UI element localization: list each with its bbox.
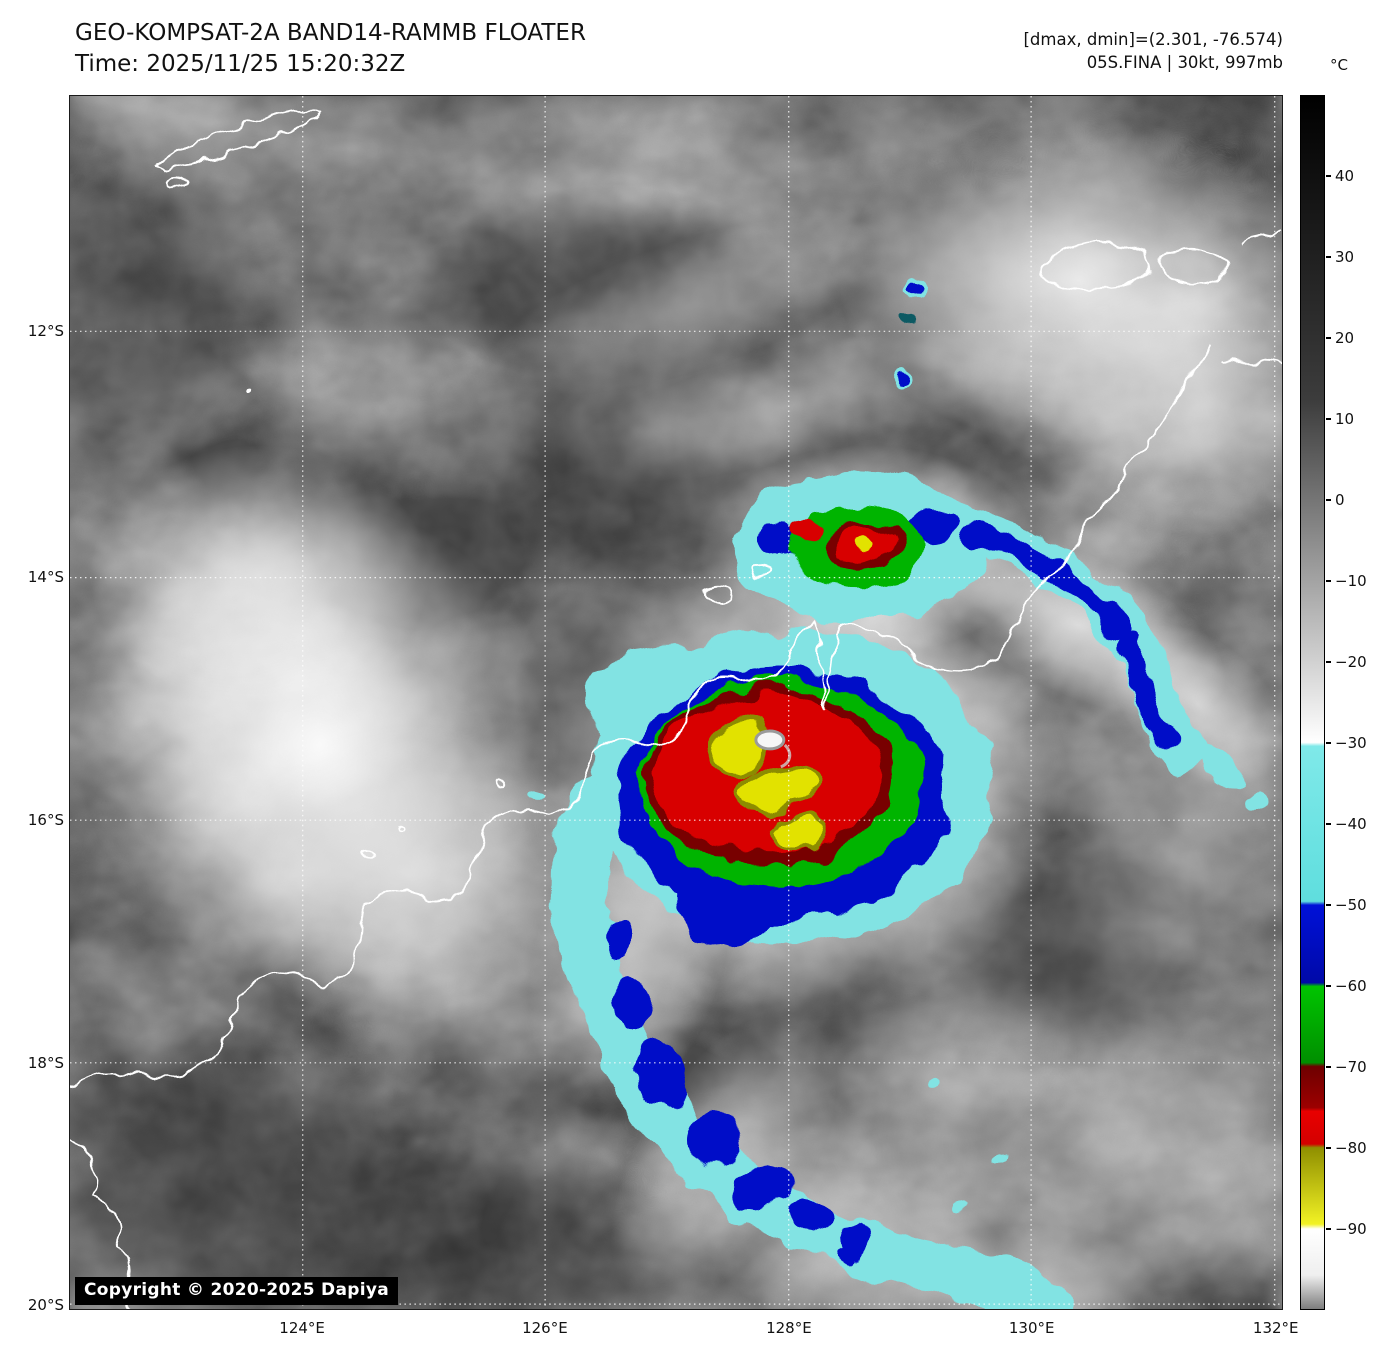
map-area: Copyright © 2020-2025 Dapiya xyxy=(69,95,1283,1310)
product-timestamp: Time: 2025/11/25 15:20:32Z xyxy=(75,51,406,77)
colorbar-tick-label: −10 xyxy=(1335,572,1367,590)
header-readouts: [dmax, dmin]=(2.301, -76.574) 05S.FINA |… xyxy=(1024,28,1284,74)
colorbar-tick-mark xyxy=(1326,742,1331,744)
dmax-dmin-readout: [dmax, dmin]=(2.301, -76.574) xyxy=(1023,30,1284,49)
colorbar-tick-label: −20 xyxy=(1335,653,1367,671)
ir-enhancement-overlay xyxy=(522,471,1269,1309)
colorbar-tick-mark xyxy=(1326,823,1331,825)
copyright-badge: Copyright © 2020-2025 Dapiya xyxy=(75,1277,398,1305)
colorbar-tick-mark xyxy=(1326,337,1331,339)
colorbar-tick-mark xyxy=(1326,661,1331,663)
colorbar-tick-label: −40 xyxy=(1335,815,1367,833)
colorbar-tick-label: −80 xyxy=(1335,1139,1367,1157)
colorbar-tick-mark xyxy=(1326,175,1331,177)
colorbar-tick-mark xyxy=(1326,904,1331,906)
colorbar-tick-label: −70 xyxy=(1335,1058,1367,1076)
colorbar-tick-mark xyxy=(1326,256,1331,258)
storm-status-readout: 05S.FINA | 30kt, 997mb xyxy=(1086,53,1283,72)
colorbar-tick-label: 10 xyxy=(1335,410,1355,428)
satellite-image xyxy=(70,96,1282,1309)
colorbar-tick-label: −50 xyxy=(1335,896,1367,914)
colorbar-tick-label: 30 xyxy=(1335,248,1355,266)
colorbar xyxy=(1300,95,1325,1310)
colorbar-tick-mark xyxy=(1326,985,1331,987)
lat-tick-label: 14°S xyxy=(27,568,64,587)
lon-tick-label: 126°E xyxy=(522,1319,568,1337)
lat-tick-label: 16°S xyxy=(27,811,64,830)
product-title: GEO-KOMPSAT-2A BAND14-RAMMB FLOATER xyxy=(75,20,586,46)
colorbar-tick-label: 0 xyxy=(1335,491,1345,509)
colorbar-tick-label: −60 xyxy=(1335,977,1367,995)
lat-tick-label: 20°S xyxy=(27,1296,64,1315)
colorbar-tick-label: −90 xyxy=(1335,1220,1367,1238)
colorbar-tick-label: −30 xyxy=(1335,734,1367,752)
small-cold-spots xyxy=(895,277,929,388)
lon-tick-label: 132°E xyxy=(1252,1319,1299,1337)
colorbar-tick-mark xyxy=(1326,1066,1331,1068)
lat-tick-label: 12°S xyxy=(27,321,64,340)
colorbar-unit-label: °C xyxy=(1330,56,1348,74)
colorbar-tick-mark xyxy=(1326,499,1331,501)
lon-tick-label: 128°E xyxy=(766,1319,812,1337)
colorbar-tick-mark xyxy=(1326,1147,1331,1149)
lat-tick-label: 18°S xyxy=(27,1054,64,1073)
colorbar-tick-mark xyxy=(1326,580,1331,582)
colorbar-tick-mark xyxy=(1326,418,1331,420)
cyclone-eye xyxy=(754,729,792,769)
colorbar-tick-label: 20 xyxy=(1335,329,1355,347)
colorbar-tick-label: 40 xyxy=(1335,167,1355,185)
colorbar-tick-mark xyxy=(1326,1228,1331,1230)
lon-tick-label: 124°E xyxy=(279,1319,325,1337)
lon-tick-label: 130°E xyxy=(1008,1319,1055,1337)
